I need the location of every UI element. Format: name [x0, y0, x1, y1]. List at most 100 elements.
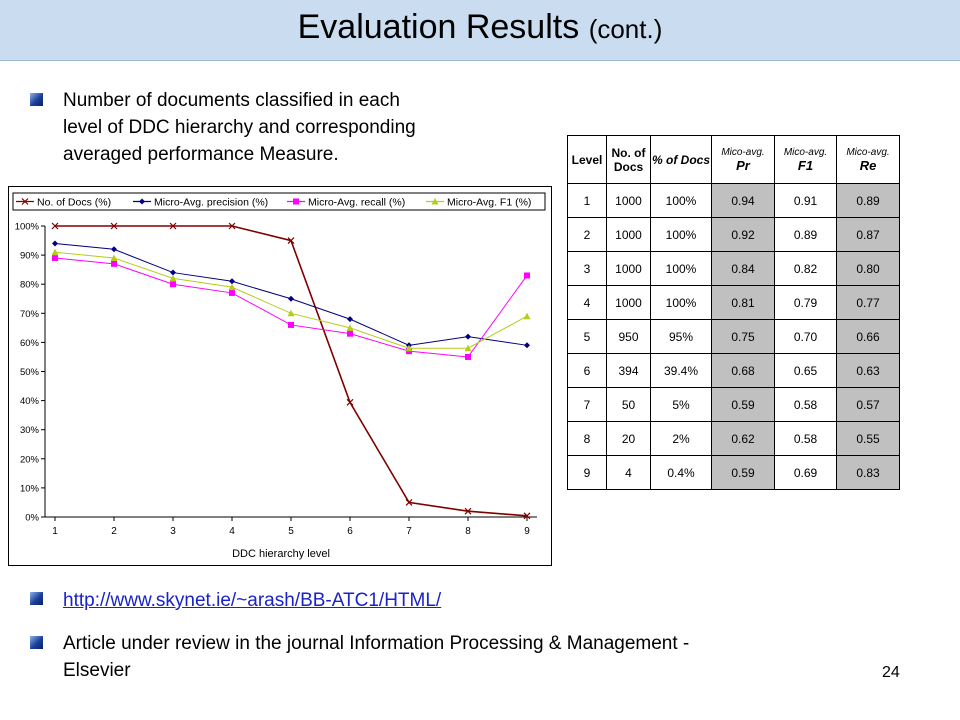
- table-cell: 9: [567, 455, 607, 490]
- page-number: 24: [882, 664, 900, 681]
- data-point: [347, 316, 353, 323]
- table-cell: 0.70: [774, 319, 837, 354]
- table-cell: 0.57: [836, 387, 900, 422]
- line-chart: 0% 10% 20% 30% 40% 50% 60% 70% 80% 90% 100% 1 2 3 4 5 6 7…: [8, 186, 552, 566]
- table-cell: 0.55: [836, 421, 900, 456]
- y-tick-label: 90%: [20, 251, 40, 262]
- table-cell: 0.69: [774, 455, 837, 490]
- x-axis-label: DDC hierarchy level: [232, 548, 330, 560]
- table-cell: 0.92: [711, 217, 775, 252]
- table-cell: 0.84: [711, 251, 775, 286]
- y-tick-label: 20%: [20, 454, 40, 465]
- header-pr: Mico-avg. Pr: [711, 135, 775, 184]
- y-tick-label: 0%: [25, 513, 39, 524]
- y-tick-label: 10%: [20, 483, 40, 494]
- table-cell: 7: [567, 387, 607, 422]
- table-cell: 50: [606, 387, 651, 422]
- series-line: [54, 257, 528, 358]
- table-cell: 0.94: [711, 183, 775, 218]
- table-cell: 100%: [650, 217, 712, 252]
- y-tick-label: 30%: [20, 425, 40, 436]
- table-cell: 0.58: [774, 421, 837, 456]
- table-row: 7 50 5% 0.59 0.58 0.57: [567, 387, 900, 422]
- x-tick-label: 6: [347, 526, 353, 537]
- data-point: [51, 222, 59, 230]
- table-cell: 6: [567, 353, 607, 388]
- table-cell: 0.59: [711, 387, 775, 422]
- x-tick-label: 1: [52, 526, 58, 537]
- bullet-line: Article under review in the journal Info…: [63, 633, 690, 654]
- results-table: Level No. of Docs % of Docs Mico-avg. Pr …: [567, 135, 900, 490]
- table-cell: 0.87: [836, 217, 900, 252]
- table-row: 4 1000 100% 0.81 0.79 0.77: [567, 285, 900, 320]
- data-point: [465, 333, 471, 340]
- table-cell: 0.89: [836, 183, 900, 218]
- table-cell: 0.81: [711, 285, 775, 320]
- table-cell: 1000: [606, 251, 651, 286]
- table-cell: 100%: [650, 285, 712, 320]
- x-tick-label: 7: [406, 526, 412, 537]
- y-tick-label: 70%: [20, 309, 40, 320]
- table-cell: 0.66: [836, 319, 900, 354]
- data-point: [523, 312, 531, 320]
- data-point: [169, 222, 177, 230]
- header-level: Level: [567, 135, 607, 184]
- header-docs: No. of Docs: [606, 135, 651, 184]
- project-link[interactable]: http://www.skynet.ie/~arash/BB-ATC1/HTML…: [63, 590, 442, 611]
- table-row: 6 394 39.4% 0.68 0.65 0.63: [567, 353, 900, 388]
- bullet-line: Number of documents classified in each: [63, 90, 400, 111]
- data-point: [228, 222, 236, 230]
- table-row: 3 1000 100% 0.84 0.82 0.80: [567, 251, 900, 286]
- y-tick-label: 80%: [20, 280, 40, 291]
- bullet-line: Elsevier: [63, 660, 131, 681]
- data-point: [110, 254, 118, 262]
- table-row: 8 20 2% 0.62 0.58 0.55: [567, 421, 900, 456]
- table-cell: 0.83: [836, 455, 900, 490]
- data-point: [523, 512, 531, 520]
- header-re: Mico-avg. Re: [836, 135, 900, 184]
- table-cell: 39.4%: [650, 353, 712, 388]
- data-point: [431, 198, 439, 205]
- table-cell: 4: [567, 285, 607, 320]
- table-row: 9 4 0.4% 0.59 0.69 0.83: [567, 455, 900, 490]
- data-point: [21, 198, 29, 205]
- legend-box: [12, 192, 546, 211]
- data-point: [346, 324, 354, 331]
- table-cell: 0.80: [836, 251, 900, 286]
- table-cell: 2%: [650, 421, 712, 456]
- chart-svg: 0% 10% 20% 30% 40% 50% 60% 70% 80% 90% 100% 1 2 3 4 5 6 7…: [12, 192, 546, 560]
- data-point: [405, 344, 413, 352]
- y-tick-label: 40%: [20, 396, 40, 407]
- table-cell: 20: [606, 421, 651, 456]
- table-cell: 0.89: [774, 217, 837, 252]
- data-point: [287, 237, 295, 244]
- data-point: [288, 295, 294, 302]
- data-point: [464, 507, 472, 515]
- table-cell: 0.91: [774, 183, 837, 218]
- data-point: [288, 321, 294, 328]
- table-cell: 950: [606, 319, 651, 354]
- y-tick-label: 50%: [20, 367, 40, 378]
- title-main: Evaluation Results: [297, 8, 580, 46]
- data-point: [111, 246, 117, 253]
- bullet-icon: [30, 93, 43, 106]
- bullet-icon: [30, 592, 43, 605]
- data-point: [524, 272, 530, 279]
- table-cell: 8: [567, 421, 607, 456]
- legend-label: No. of Docs (%): [37, 197, 111, 209]
- data-point: [465, 353, 471, 360]
- table-row: 1 1000 100% 0.94 0.91 0.89: [567, 183, 900, 218]
- table-row: 5 950 95% 0.75 0.70 0.66: [567, 319, 900, 354]
- legend-label: Micro-Avg. F1 (%): [447, 197, 531, 209]
- table-cell: 95%: [650, 319, 712, 354]
- data-point: [524, 342, 530, 349]
- table-cell: 0.59: [711, 455, 775, 490]
- data-point: [229, 289, 235, 296]
- table-cell: 1000: [606, 217, 651, 252]
- data-point: [405, 499, 413, 506]
- data-point: [139, 198, 145, 205]
- table-cell: 4: [606, 455, 651, 490]
- bullet-text-documents: Number of documents classified in each l…: [63, 87, 533, 168]
- series-line: [55, 225, 528, 517]
- y-tick-label: 100%: [15, 222, 40, 233]
